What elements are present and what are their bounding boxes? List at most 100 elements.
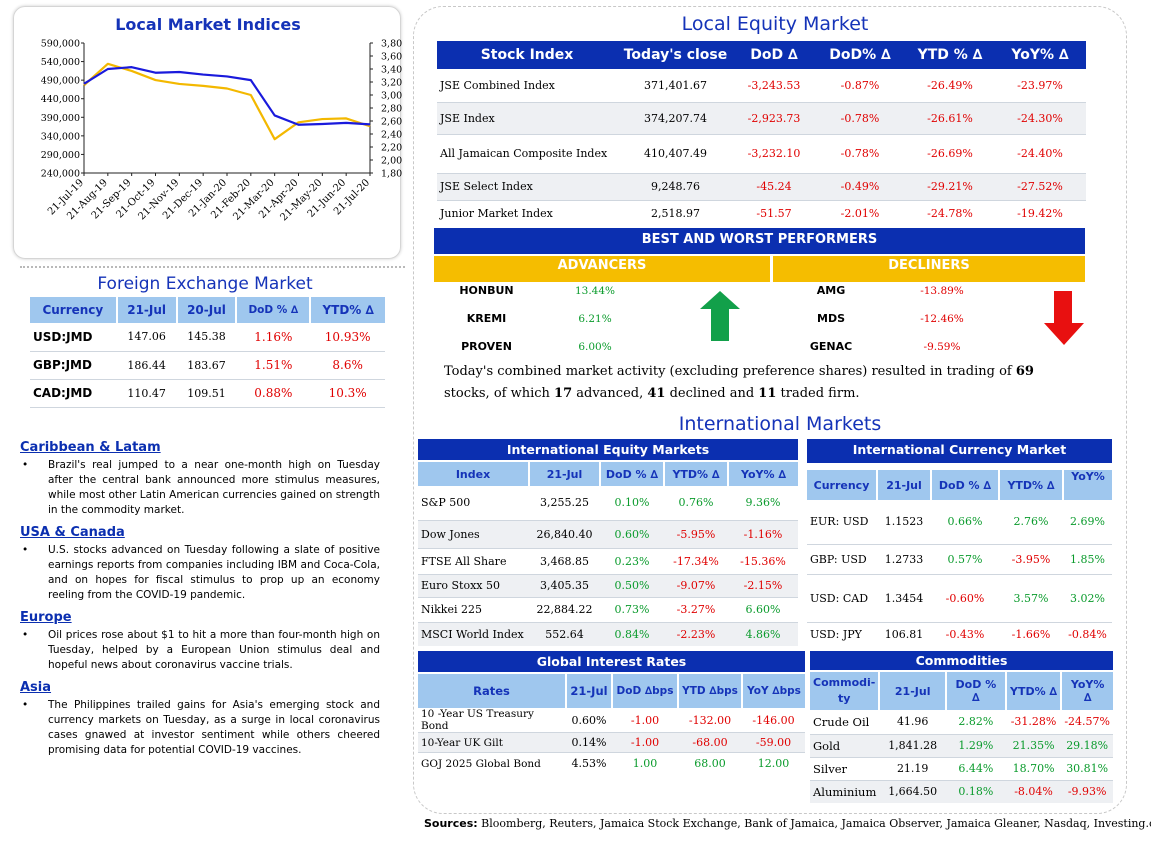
intl-equity-table: International Equity Markets Index 21-Ju… — [418, 439, 798, 646]
advancers-header: ADVANCERS — [434, 256, 770, 282]
equity-ytd: -26.69% — [906, 134, 994, 174]
fx-col-currency: Currency — [42, 303, 104, 317]
index-value: 3,255.25 — [529, 486, 600, 521]
intl-equity-header-row: Index 21-Jul DoD % ∆ YTD% ∆ YoY% ∆ — [418, 462, 798, 486]
pair-value: 1.1523 — [877, 500, 931, 545]
table-row: 10 -Year US Treasury Bond 0.60% -1.00 -1… — [418, 708, 805, 733]
col-date: 21-Jul — [876, 470, 931, 500]
news-heading[interactable]: USA & Canada — [20, 525, 125, 540]
news-item: Europe Oil prices rose about $1 to hit a… — [20, 610, 380, 673]
equity-name: JSE Select Index — [437, 173, 617, 201]
equity-dodp: -0.49% — [814, 173, 906, 201]
commodity-dod: 2.82% — [946, 710, 1006, 735]
table-row: 10-Year UK Gilt 0.14% -1.00 -68.00 -59.0… — [418, 732, 805, 753]
index-value: 22,884.22 — [529, 597, 600, 623]
equity-ytd: -29.21% — [906, 173, 994, 201]
series-line-right-axis — [83, 62, 371, 141]
index-dod: 0.60% — [600, 520, 664, 549]
y-tick-label-left: 340,000 — [41, 131, 80, 142]
equity-col-close: Today's close — [623, 47, 728, 63]
rate-ytd: -68.00 — [678, 732, 742, 753]
commodity-value: 1,841.28 — [879, 734, 946, 758]
table-row: Dow Jones 26,840.40 0.60% -5.95% -1.16% — [418, 520, 798, 549]
table-row: Crude Oil 41.96 2.82% -31.28% -24.57% — [810, 710, 1113, 735]
index-name: Dow Jones — [418, 520, 529, 549]
decliner-symbol: AMG — [816, 284, 846, 297]
y-tick-label-right: 3,400 — [381, 65, 402, 76]
pair-name: GBP: USD — [807, 544, 877, 575]
equity-ytd: -26.49% — [906, 69, 994, 103]
fx-col-21jul: 21-Jul — [115, 297, 177, 323]
pair-value: 1.3454 — [877, 574, 931, 623]
fx-col-20jul: 20-Jul — [175, 297, 237, 323]
news-text: The Philippines trailed gains for Asia's… — [20, 698, 380, 758]
equity-ytd: -24.78% — [927, 207, 973, 221]
commodity-name: Crude Oil — [810, 710, 880, 735]
fx-ytd: 10.3% — [310, 379, 385, 408]
commodity-dod: 1.29% — [946, 734, 1006, 758]
summary-text: stocks, of which — [444, 386, 555, 401]
rate-dod: 1.00 — [632, 757, 658, 771]
col-index: Index — [455, 467, 491, 481]
equity-title: Local Equity Market — [681, 13, 869, 35]
arrow-up-icon — [700, 291, 740, 341]
pair-name: USD: JPY — [810, 627, 862, 641]
pair-value: 1.2733 — [877, 544, 931, 575]
table-row: Euro Stoxx 50 3,405.35 0.50% -9.07% -2.1… — [418, 574, 798, 598]
news-heading[interactable]: Asia — [20, 680, 52, 695]
fx-table: Currency 21-Jul 20-Jul DoD % ∆ YTD% ∆ US… — [30, 297, 385, 408]
table-row: GOJ 2025 Global Bond 4.53% 1.00 68.00 12… — [418, 753, 805, 775]
news-heading[interactable]: Caribbean & Latam — [20, 440, 161, 455]
col-currency: Currency — [813, 478, 870, 492]
list-item: KREMI 6.21% — [440, 312, 640, 340]
news-heading[interactable]: Europe — [20, 610, 72, 625]
y-tick-label-left: 590,000 — [41, 39, 80, 50]
decliners-header: DECLINERS — [773, 256, 1085, 282]
sources-text: Bloomberg, Reuters, Jamaica Stock Exchan… — [477, 817, 1151, 830]
commodity-dod: 0.18% — [958, 785, 994, 799]
equity-yoy: -23.97% — [994, 69, 1086, 103]
index-name: MSCI World Index — [421, 627, 524, 641]
y-tick-label-right: 2,800 — [381, 104, 402, 115]
index-dod: 0.73% — [600, 597, 664, 623]
commodity-name: Aluminium — [813, 784, 877, 799]
commodity-dod: 6.44% — [946, 757, 1006, 781]
y-tick-label-left: 490,000 — [41, 76, 80, 87]
summary-text: declined and — [665, 386, 759, 401]
index-dod: 0.84% — [614, 627, 650, 641]
y-tick-label-left: 390,000 — [41, 113, 80, 124]
equity-table: Stock Index Today's close DoD ∆ DoD% ∆ Y… — [437, 41, 1086, 227]
table-row: Silver 21.19 6.44% 18.70% 30.81% — [810, 757, 1113, 781]
equity-close: 410,407.49 — [617, 134, 734, 174]
equity-header-row: Stock Index Today's close DoD ∆ DoD% ∆ Y… — [437, 41, 1086, 69]
equity-yoy: -27.52% — [994, 173, 1086, 201]
col-dod: DoD % ∆ — [930, 470, 999, 500]
y-tick-label-right: 2,400 — [381, 130, 402, 141]
pair-ytd: 2.76% — [999, 500, 1063, 545]
fx-value: 147.06 — [116, 323, 177, 352]
news-item: Asia The Philippines trailed gains for A… — [20, 680, 380, 758]
summary-firm: 11 — [758, 386, 777, 401]
intl-currency-header-row: Currency 21-Jul DoD % ∆ YTD% ∆ YoY% — [807, 470, 1112, 500]
fx-value: 109.51 — [176, 379, 237, 408]
fx-col-ytd: YTD% ∆ — [309, 297, 385, 323]
rate-value: 0.60% — [566, 708, 612, 733]
rate-dod: -1.00 — [612, 708, 678, 733]
commodity-yoy: 30.81% — [1061, 757, 1113, 781]
advancer-symbol: PROVEN — [461, 340, 512, 353]
pair-ytd: -1.66% — [1011, 627, 1051, 641]
equity-dod: -2,923.73 — [734, 102, 814, 135]
index-yoy: 9.36% — [728, 486, 798, 521]
list-item: PROVEN 6.00% — [440, 340, 640, 368]
advancer-symbol: HONBUN — [459, 284, 514, 297]
equity-close: 2,518.97 — [651, 207, 700, 221]
index-name: Euro Stoxx 50 — [418, 574, 529, 598]
summary-declined: 41 — [647, 386, 666, 401]
col-rate: Rates — [473, 684, 510, 698]
commodity-value: 21.19 — [879, 757, 946, 781]
table-row: MSCI World Index 552.64 0.84% -2.23% 4.8… — [418, 622, 798, 646]
advancer-symbol: KREMI — [466, 312, 507, 325]
summary-text: advanced, — [572, 386, 648, 401]
equity-name: All Jamaican Composite Index — [437, 134, 617, 174]
table-row: Junior Market Index 2,518.97 -51.57 -2.0… — [437, 200, 1086, 227]
